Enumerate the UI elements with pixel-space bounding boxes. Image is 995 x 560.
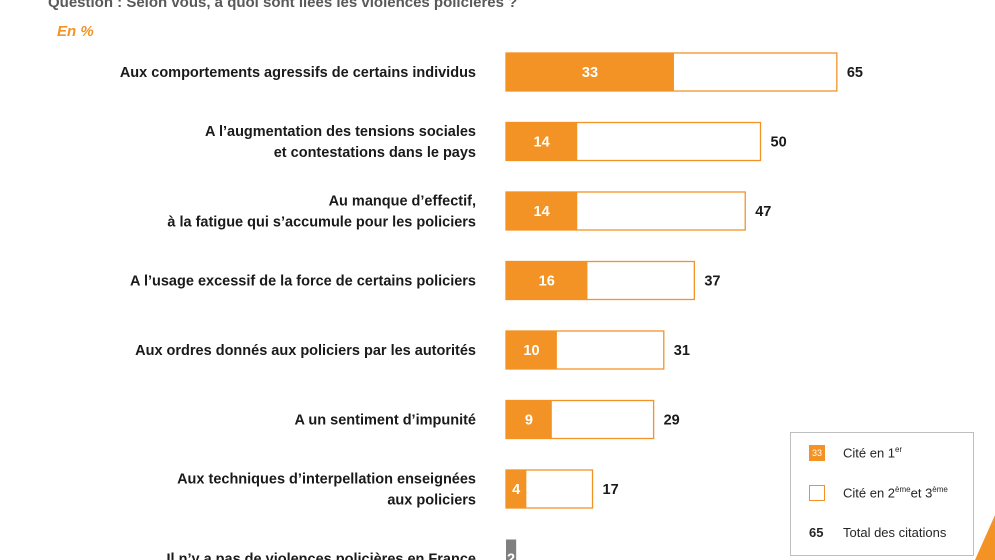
legend-swatch-second — [809, 485, 825, 501]
total-value: 47 — [755, 204, 771, 220]
first-value: 16 — [539, 274, 555, 290]
total-value: 65 — [847, 65, 863, 81]
legend: 33 Cité en 1er Cité en 2èmeet 3ème 65 Tota… — [790, 432, 974, 556]
legend-swatch-first: 33 — [809, 445, 825, 461]
first-bar — [506, 192, 578, 230]
first-value: 33 — [582, 65, 598, 81]
first-bar — [506, 53, 674, 91]
category-label: Aux ordres donnés aux policiers par les … — [135, 343, 476, 359]
total-value: 50 — [771, 135, 787, 151]
first-bar — [506, 400, 552, 439]
category-label: A un sentiment d’impunité — [294, 413, 476, 429]
total-value: 17 — [603, 482, 619, 498]
first-bar — [506, 122, 578, 161]
question-title: Question : Selon vous, à quoi sont liées… — [48, 0, 518, 11]
category-label: A l’usage excessif de la force de certai… — [130, 274, 476, 290]
legend-first-label: Cité en 1er — [843, 445, 903, 461]
first-value: 14 — [534, 204, 550, 220]
decorative-triangle — [975, 515, 995, 560]
total-value: 37 — [704, 274, 720, 290]
total-value: 31 — [674, 343, 690, 359]
first-value: 10 — [523, 343, 539, 359]
category-label: Il n’y a pas de violences policières en … — [167, 552, 476, 560]
category-label: Au manque d’effectif, à la fatigue qui s’… — [167, 194, 476, 231]
total-value: 29 — [664, 413, 680, 429]
category-label: Aux techniques d’interpellation enseigné… — [177, 472, 476, 509]
legend-total-sample: 65 — [809, 525, 824, 540]
first-value: 9 — [525, 413, 533, 429]
category-label: A l’augmentation des tensions sociales et… — [205, 124, 476, 161]
legend-total-label: Total des citations — [843, 525, 947, 540]
first-value: 14 — [534, 135, 550, 151]
first-bar — [506, 331, 557, 369]
first-bar — [506, 539, 517, 560]
first-bar — [506, 470, 527, 508]
category-label: Aux comportements agressifs de certains … — [120, 65, 476, 81]
legend-second-label: Cité en 2èmeet 3ème — [843, 485, 948, 501]
first-value: 2 — [507, 552, 515, 560]
unit-label: En % — [57, 23, 94, 40]
first-value: 4 — [512, 482, 520, 498]
first-bar — [506, 261, 588, 300]
